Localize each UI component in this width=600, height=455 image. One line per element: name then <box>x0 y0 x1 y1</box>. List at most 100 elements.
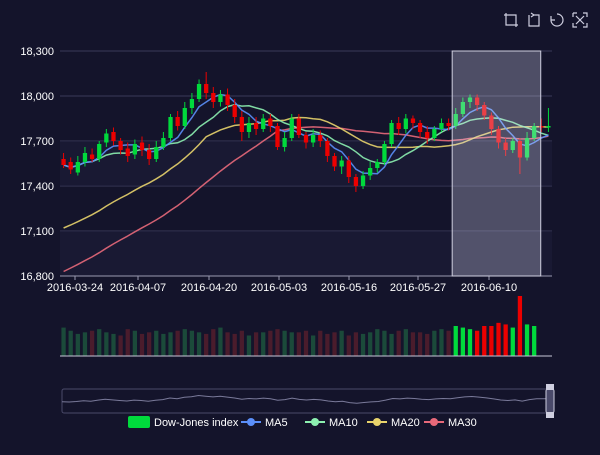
volume-bar <box>318 330 323 356</box>
volume-bar <box>524 324 530 356</box>
candle <box>467 94 473 108</box>
candle-body <box>268 118 273 126</box>
volume-bar <box>111 333 116 356</box>
volume-bar <box>68 330 73 356</box>
candle-body <box>239 117 244 132</box>
candle-body <box>104 133 109 143</box>
candle-body <box>61 159 66 165</box>
ma30-line <box>63 126 549 273</box>
legend-item: Dow-Jones index <box>128 416 239 429</box>
candle-body <box>111 132 116 141</box>
zoom-handle <box>545 384 555 418</box>
volume-bar <box>310 335 316 356</box>
volume-bar <box>496 322 501 356</box>
candle <box>204 72 209 99</box>
candle-body <box>339 160 344 167</box>
x-tick-label: 2016-06-10 <box>461 282 517 294</box>
x-tick-label: 2016-04-20 <box>181 282 237 294</box>
candle <box>161 132 166 150</box>
candle-body <box>182 108 187 126</box>
x-tick-label: 2016-05-16 <box>321 282 377 294</box>
candle <box>439 118 444 132</box>
y-tick-label: 17,100 <box>20 226 54 238</box>
candle-body <box>389 123 394 144</box>
volume-bar <box>396 330 401 356</box>
candle <box>253 117 259 135</box>
brush-selection[interactable] <box>451 50 542 277</box>
data-zoom-slider[interactable] <box>61 384 555 418</box>
candle-body <box>154 147 159 159</box>
candle-body <box>360 175 366 186</box>
volume-bar <box>61 327 66 356</box>
candle-body <box>432 129 437 138</box>
candle <box>82 147 88 167</box>
candle <box>403 114 408 134</box>
candle-body <box>246 123 252 132</box>
candle <box>368 162 373 180</box>
legend-swatch <box>128 416 150 428</box>
candle <box>132 139 138 159</box>
y-tick-label: 17,400 <box>20 181 54 193</box>
candle-body <box>232 105 237 117</box>
candle <box>503 138 508 156</box>
candle <box>425 126 430 144</box>
volume-bar <box>196 332 202 356</box>
zoom-icon[interactable] <box>503 12 519 28</box>
volume-bar <box>182 329 187 356</box>
candle <box>417 120 423 138</box>
volume-bar <box>204 333 209 356</box>
brush-rect <box>451 50 542 277</box>
legend-item: MA10 <box>305 417 358 429</box>
candle-body <box>453 114 458 126</box>
candle-body <box>218 94 223 102</box>
candle <box>482 102 487 120</box>
candle-body <box>75 162 80 173</box>
candle-body <box>310 135 316 143</box>
volume-bar <box>460 327 466 356</box>
candle <box>303 132 309 149</box>
candle <box>139 136 145 156</box>
volume-bar <box>282 330 287 356</box>
candle <box>382 141 387 165</box>
candle <box>396 117 401 135</box>
volume-bar <box>118 335 123 356</box>
candle <box>360 171 366 189</box>
volume-bar <box>97 329 102 356</box>
volume-bar <box>154 330 159 356</box>
candle <box>175 111 180 131</box>
volume-bar <box>439 329 444 356</box>
candle-body <box>275 126 280 147</box>
brush-clear-icon[interactable] <box>572 12 588 28</box>
candle <box>211 87 216 108</box>
candle-body <box>446 123 451 126</box>
candle-body <box>439 123 444 129</box>
volume-bar <box>432 330 437 356</box>
restore-icon[interactable] <box>549 12 565 28</box>
candle <box>146 144 152 165</box>
candle <box>196 79 202 102</box>
candle <box>239 111 244 141</box>
candle-body <box>97 144 102 159</box>
candle-body <box>225 94 230 105</box>
candle-body <box>325 141 330 156</box>
candle <box>275 123 280 150</box>
candle <box>389 120 394 147</box>
zoom-reset-icon[interactable] <box>526 12 542 28</box>
candle <box>524 132 530 161</box>
candle-body <box>474 97 480 105</box>
candle-body <box>132 144 138 155</box>
candle-body <box>403 118 408 129</box>
volume-bar <box>268 330 273 356</box>
candle-body <box>168 117 173 138</box>
volume-bar <box>474 330 480 356</box>
volume-bar <box>232 333 237 356</box>
candle <box>189 93 195 114</box>
candle <box>546 108 551 132</box>
candle <box>268 114 273 132</box>
y-tick-label: 16,800 <box>20 271 54 283</box>
volume-bar <box>168 332 173 356</box>
legend-label: MA10 <box>329 417 358 429</box>
volume-bar <box>132 330 138 356</box>
x-tick-label: 2016-03-24 <box>47 282 103 294</box>
